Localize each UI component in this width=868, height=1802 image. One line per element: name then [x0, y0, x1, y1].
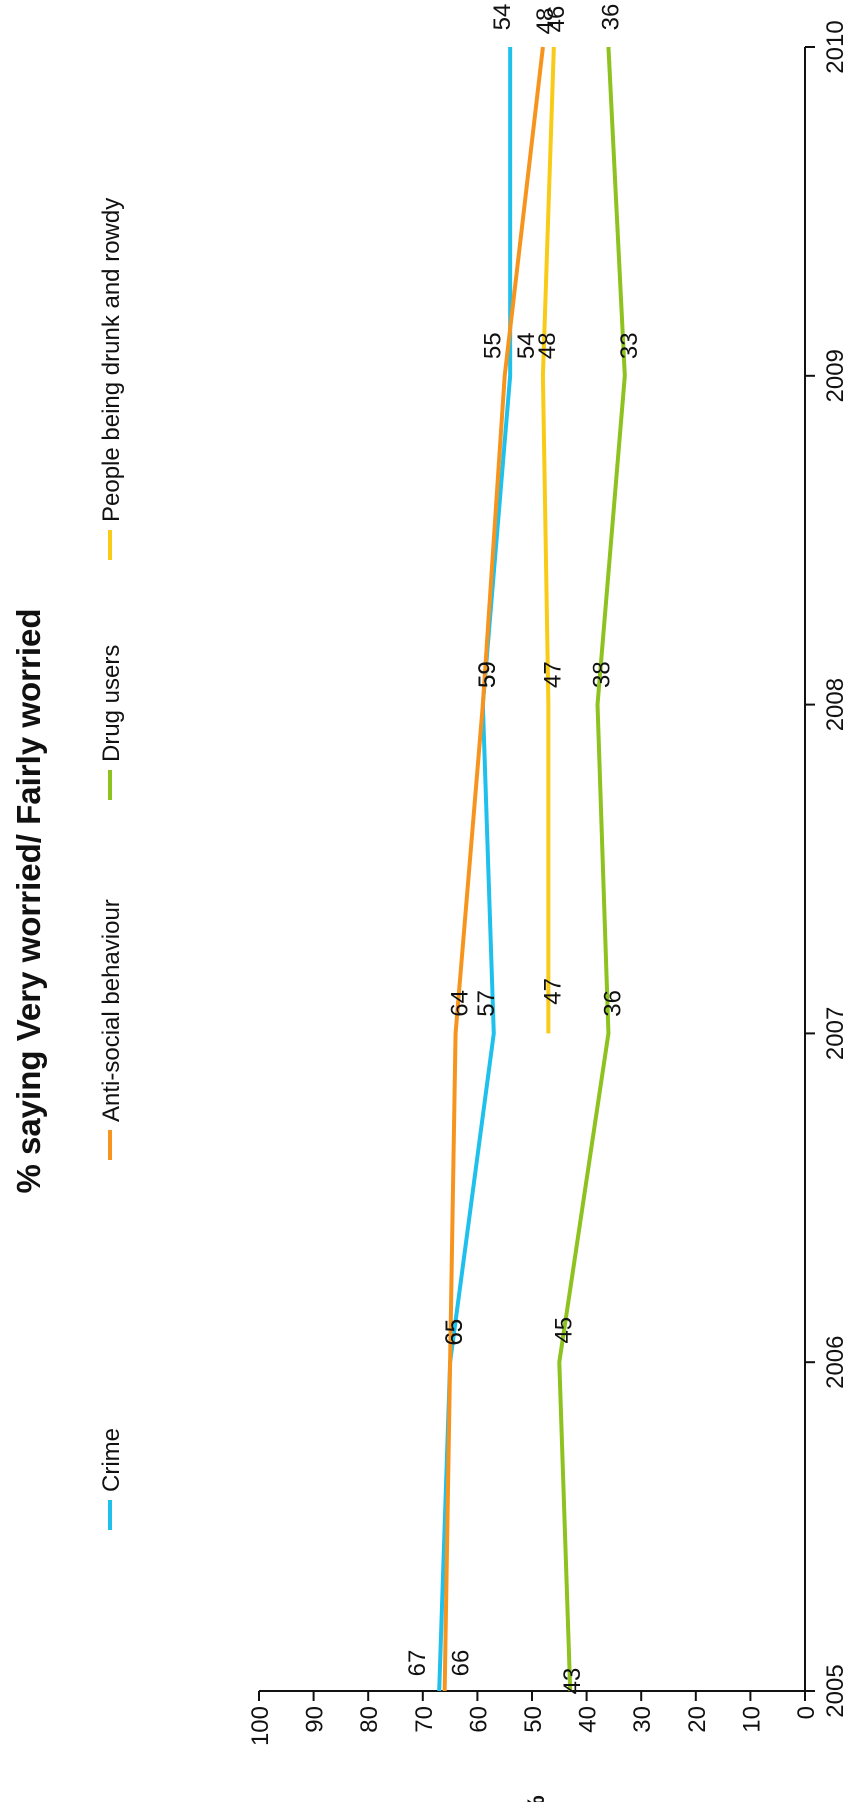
data-label: 36	[599, 990, 626, 1017]
data-label: 57	[473, 990, 500, 1017]
value-tick-label: 60	[465, 1706, 492, 1733]
data-label: 65	[441, 1319, 468, 1346]
legend: Crime Anti-social behaviour Drug users Peop…	[98, 198, 125, 1530]
year-tick-label: 2010	[822, 20, 849, 73]
value-tick-label-group: 10	[738, 1706, 765, 1733]
data-label-group: 55	[480, 332, 507, 359]
year-tick-label: 2007	[822, 1007, 849, 1060]
value-tick-label: 0	[793, 1706, 820, 1719]
year-tick-label-group: 2005	[822, 1664, 849, 1717]
value-tick-label-group: 0	[793, 1706, 820, 1719]
legend-label: Crime	[98, 1428, 125, 1492]
value-tick-label-group: 30	[629, 1706, 656, 1733]
year-tick-label-group: 2007	[822, 1007, 849, 1060]
data-label: 38	[589, 661, 616, 688]
data-label-group: 57	[473, 990, 500, 1017]
data-label-group: 66	[448, 1650, 475, 1677]
year-tick-label: 2008	[822, 678, 849, 731]
legend-label-group: People being drunk and rowdy	[98, 198, 125, 522]
value-tick-label-group: 50	[520, 1706, 547, 1733]
data-label-group: 47	[539, 978, 566, 1005]
data-label-group: 59	[474, 661, 501, 688]
value-tick-label-group: 90	[302, 1706, 329, 1733]
year-tick-label-group: 2008	[822, 678, 849, 731]
data-label: 33	[616, 332, 643, 359]
data-label: 66	[448, 1650, 475, 1677]
series-lines	[437, 46, 627, 1692]
data-label: 54	[513, 332, 540, 359]
data-label: 36	[597, 4, 624, 31]
data-label: 67	[404, 1650, 431, 1677]
value-tick-label-group: 70	[411, 1706, 438, 1733]
legend-label: People being drunk and rowdy	[98, 198, 125, 522]
data-label-group: 65	[441, 1319, 468, 1346]
data-label-group: 47	[539, 661, 566, 688]
value-tick-label: 20	[684, 1706, 711, 1733]
year-tick-label: 2005	[822, 1664, 849, 1717]
value-tick-label: 100	[247, 1706, 274, 1746]
year-tick-label-group: 2010	[822, 20, 849, 73]
data-label-group: 64	[447, 990, 474, 1017]
data-label-group: 54	[489, 4, 516, 31]
data-label-group: 67	[404, 1650, 431, 1677]
series-line-people-being-drunk-and-rowdy	[540, 46, 556, 1034]
data-labels: 6765575954546665645955484345363833364747…	[404, 4, 643, 1695]
data-label: 48	[534, 332, 561, 359]
value-tick-label: 80	[356, 1706, 383, 1733]
legend-label: Anti-social behaviour	[98, 899, 125, 1122]
value-tick-label-group: 20	[684, 1706, 711, 1733]
data-label-group: 36	[597, 4, 624, 31]
value-axis-label: %	[523, 1795, 550, 1802]
data-label: 55	[480, 332, 507, 359]
value-tick-label: 50	[520, 1706, 547, 1733]
data-label-group: 48	[534, 332, 561, 359]
legend-label-group: Anti-social behaviour	[98, 899, 125, 1122]
axes: 0 10 20 30 40 50 60 70 80 90 100 2005 2006 2007 2008 20…	[247, 20, 849, 1802]
value-tick-label-group: 40	[575, 1706, 602, 1733]
data-label: 64	[447, 990, 474, 1017]
data-label: 47	[539, 978, 566, 1005]
data-label-group: 48	[532, 8, 559, 35]
value-tick-label: 90	[302, 1706, 329, 1733]
year-tick-label-group: 2009	[822, 349, 849, 402]
data-label-group: 54	[513, 332, 540, 359]
data-label: 47	[539, 661, 566, 688]
data-label: 65	[441, 1319, 468, 1346]
series-line-anti-social-behaviour	[442, 46, 545, 1692]
value-tick-label-group: 80	[356, 1706, 383, 1733]
value-tick-label-group: 100	[247, 1706, 274, 1746]
value-tick-label: 40	[575, 1706, 602, 1733]
chart-title: % saying Very worried/ Fairly worried	[10, 608, 47, 1193]
data-label-group: 36	[599, 990, 626, 1017]
series-line-drug-users	[557, 46, 627, 1692]
data-label: 43	[559, 1668, 586, 1695]
data-label-group: 46	[543, 6, 570, 33]
value-tick-label-group: 60	[465, 1706, 492, 1733]
chart-title-text: % saying Very worried/ Fairly worried	[10, 608, 47, 1193]
legend-label: Drug users	[98, 645, 125, 762]
data-label: 46	[543, 6, 570, 33]
value-axis-label-group: %	[523, 1795, 550, 1802]
value-tick-label: 10	[738, 1706, 765, 1733]
data-label: 59	[474, 661, 501, 688]
data-label-group: 43	[559, 1668, 586, 1695]
data-label: 54	[489, 4, 516, 31]
data-label: 59	[474, 661, 501, 688]
year-tick-label-group: 2006	[822, 1336, 849, 1389]
value-tick-label: 30	[629, 1706, 656, 1733]
data-label: 45	[550, 1317, 577, 1344]
year-tick-label: 2006	[822, 1336, 849, 1389]
data-label-group: 59	[474, 661, 501, 688]
year-tick-label: 2009	[822, 349, 849, 402]
data-label-group: 38	[589, 661, 616, 688]
data-label: 48	[532, 8, 559, 35]
value-tick-label: 70	[411, 1706, 438, 1733]
legend-label-group: Crime	[98, 1428, 125, 1492]
legend-label-group: Drug users	[98, 645, 125, 762]
data-label-group: 33	[616, 332, 643, 359]
data-label-group: 65	[441, 1319, 468, 1346]
data-label-group: 45	[550, 1317, 577, 1344]
